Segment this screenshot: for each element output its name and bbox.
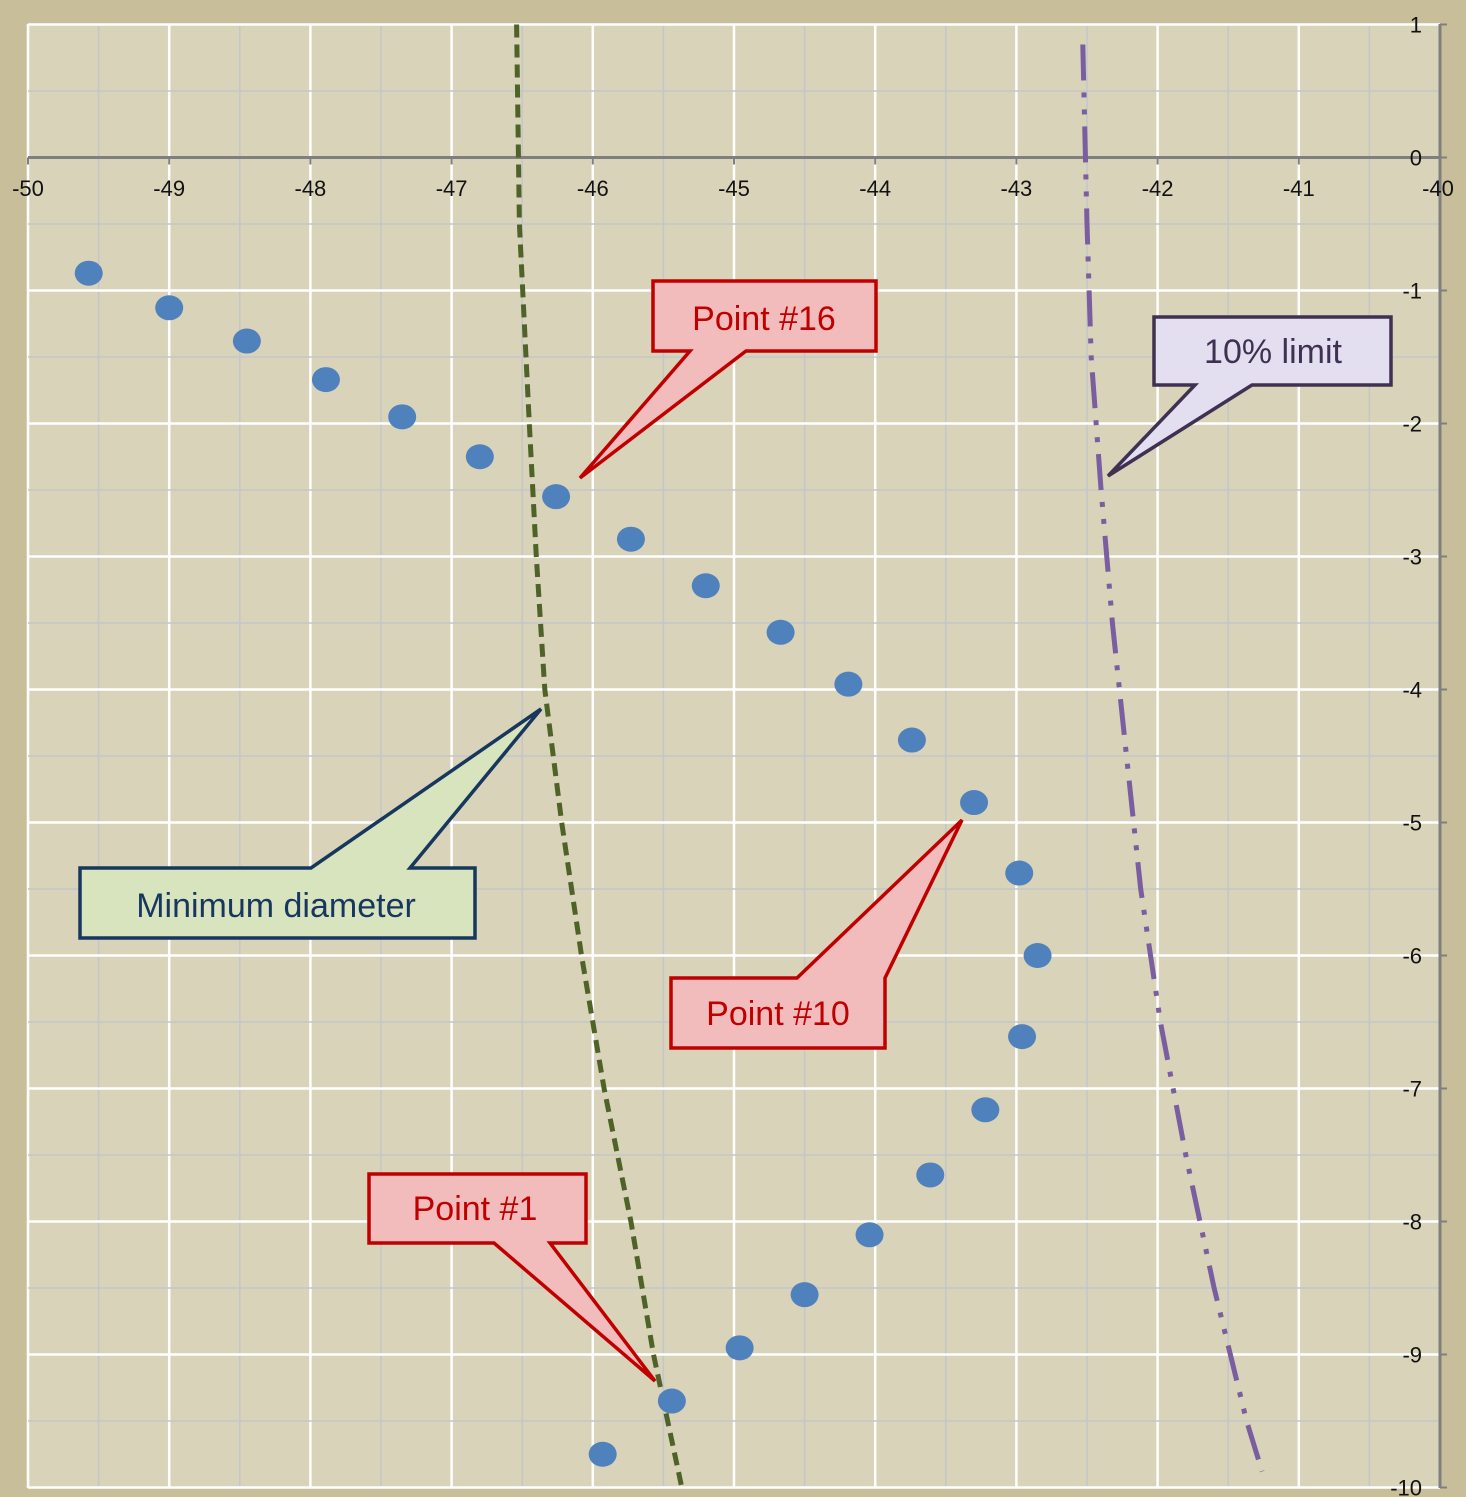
callout-point-10-label: Point #10 (706, 995, 850, 1033)
data-point (916, 1162, 945, 1188)
x-tick-label: -47 (436, 176, 468, 201)
callout-point-1-shape (367, 1172, 657, 1383)
y-tick-label: 0 (1410, 146, 1422, 171)
data-point (311, 367, 340, 393)
x-tick-label: -40 (1422, 176, 1454, 201)
x-tick-label: -43 (1001, 176, 1033, 201)
data-point (1005, 860, 1034, 886)
callout-point-1-label: Point #1 (413, 1190, 538, 1228)
callout-point-16-shape (578, 279, 878, 480)
data-point (465, 444, 494, 470)
series-lines (514, 24, 1265, 1489)
y-tick-label: -7 (1402, 1077, 1422, 1102)
callout-point-10: Point #10 (669, 818, 964, 1050)
callout-10-percent-limit-label: 10% limit (1204, 333, 1342, 371)
callout-minimum-diameter-label: Minimum diameter (136, 887, 416, 925)
y-tick-label: -3 (1402, 545, 1422, 570)
y-tick-label: -9 (1402, 1343, 1422, 1368)
callout-10-percent-limit: 10% limit (1106, 315, 1393, 478)
x-tick-label: -48 (295, 176, 327, 201)
data-point (897, 727, 926, 753)
data-point (155, 295, 184, 321)
data-point (388, 404, 417, 430)
data-point (766, 619, 795, 645)
data-point (790, 1282, 819, 1308)
data-point (1008, 1024, 1037, 1050)
y-tick-label: 1 (1410, 13, 1422, 38)
data-point (971, 1097, 1000, 1123)
data-point (542, 484, 571, 510)
callout-point-10-shape (669, 818, 964, 1050)
x-tick-label: -41 (1283, 176, 1315, 201)
y-tick-label: -1 (1402, 279, 1422, 304)
y-tick-label: -4 (1402, 678, 1422, 703)
y-tick-label: -5 (1402, 811, 1422, 836)
x-tick-label: -49 (153, 176, 185, 201)
data-point (74, 260, 103, 286)
y-tick-label: -6 (1402, 944, 1422, 969)
x-tick-label: -45 (718, 176, 750, 201)
minimum-diameter-line (514, 24, 685, 1489)
y-tick-label: -8 (1402, 1210, 1422, 1235)
x-tick-label: -46 (577, 176, 609, 201)
callout-point-16: Point #16 (578, 279, 878, 480)
x-tick-labels: -50 -49 -48 -47 -46 -45 -44 -43 -42 -41 -40 (12, 176, 1454, 201)
callout-minimum-diameter-shape (78, 707, 543, 940)
data-point (834, 671, 863, 697)
y-tick-label: -2 (1402, 412, 1422, 437)
data-point (616, 526, 645, 552)
callout-10-percent-limit-shape (1106, 315, 1393, 478)
callout-point-1: Point #1 (367, 1172, 657, 1383)
gridlines (26, 23, 1442, 1489)
data-point (657, 1388, 686, 1414)
x-tick-label: -42 (1142, 176, 1174, 201)
data-point (691, 573, 720, 599)
data-point (960, 790, 989, 816)
x-tick-label: -44 (859, 176, 891, 201)
axes (27, 23, 1447, 1489)
data-point (855, 1222, 884, 1248)
y-tick-labels: 1 0 -1 -2 -3 -4 -5 -6 -7 -8 -9 -10 (1390, 13, 1422, 1497)
data-point (232, 328, 261, 354)
data-point (1023, 943, 1052, 968)
data-point (588, 1441, 617, 1467)
callout-minimum-diameter: Minimum diameter (78, 707, 543, 940)
data-point (725, 1335, 754, 1361)
scatter-points (74, 260, 1052, 1467)
x-tick-label: -50 (12, 176, 44, 201)
y-tick-label: -10 (1390, 1476, 1422, 1497)
callout-point-16-label: Point #16 (692, 300, 836, 338)
